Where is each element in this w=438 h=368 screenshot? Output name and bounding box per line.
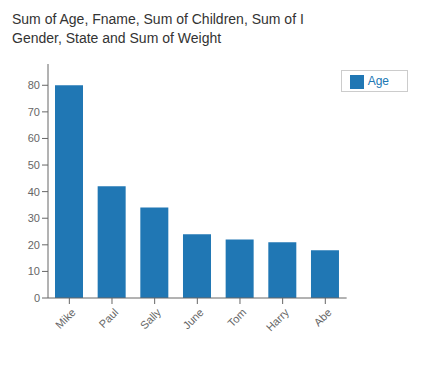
svg-text:Abe: Abe [311, 306, 333, 328]
svg-text:80: 80 [28, 79, 40, 91]
svg-text:70: 70 [28, 106, 40, 118]
svg-text:Harry: Harry [264, 306, 292, 334]
svg-text:60: 60 [28, 132, 40, 144]
html-text:Sum of Age, Fname, Sum of Chil: Sum of Age, Fname, Sum of Children, Sum … [12, 11, 304, 27]
svg-text:20: 20 [28, 239, 40, 251]
svg-text:Sally: Sally [138, 306, 164, 332]
svg-text:40: 40 [28, 186, 40, 198]
svg-text:10: 10 [28, 265, 40, 277]
svg-text:0: 0 [34, 292, 40, 304]
html-text:Gender, State and Sum of Weigh: Gender, State and Sum of Weight [12, 30, 222, 46]
svg-text:Tom: Tom [225, 306, 248, 329]
svg-text:50: 50 [28, 159, 40, 171]
svg-text:Paul: Paul [96, 306, 120, 330]
html-text:Age: Age [367, 74, 389, 88]
svg-text:June: June [180, 306, 205, 331]
svg-text:Mike: Mike [53, 306, 78, 331]
svg-text:30: 30 [28, 212, 40, 224]
